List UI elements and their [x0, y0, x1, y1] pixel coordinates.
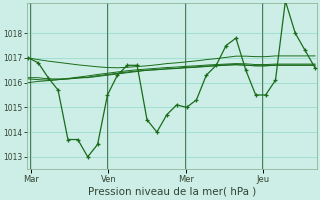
- X-axis label: Pression niveau de la mer( hPa ): Pression niveau de la mer( hPa ): [88, 187, 256, 197]
